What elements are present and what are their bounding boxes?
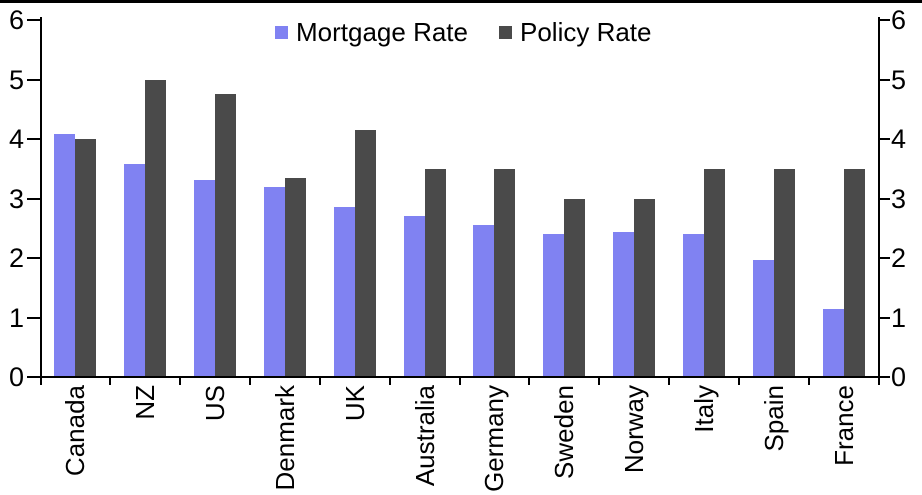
bar-mortgage-rate-canada: [54, 134, 76, 377]
x-axis-line: [39, 376, 880, 378]
bar-policy-rate-denmark: [284, 177, 306, 377]
y-axis-label-left-2: 2: [8, 243, 24, 273]
bar-policy-rate-australia: [424, 168, 446, 377]
y-axis-label-right-4: 4: [891, 124, 907, 154]
x-tick-10: [737, 378, 740, 385]
x-axis-label-italy: Italy: [688, 385, 719, 433]
x-axis-label-canada: Canada: [60, 385, 91, 477]
bar-mortgage-rate-italy: [682, 234, 704, 377]
bar-policy-rate-nz: [145, 79, 167, 377]
x-axis-label-nz: NZ: [130, 385, 161, 420]
y-axis-left-line: [39, 17, 42, 379]
y-tick-left-2: [27, 257, 40, 259]
y-axis-label-right-2: 2: [891, 243, 907, 273]
y-axis-label-left-6: 6: [8, 5, 24, 35]
y-tick-left-4: [27, 138, 40, 140]
y-axis-label-left-5: 5: [8, 64, 24, 95]
legend-swatch-mortgage-rate-icon: [275, 25, 288, 39]
x-tick-9: [668, 378, 670, 385]
y-axis-label-left-1: 1: [8, 302, 24, 333]
x-tick-12: [877, 378, 880, 385]
x-tick-11: [807, 378, 810, 385]
legend-swatch-policy-rate-icon: [498, 25, 512, 39]
x-axis-label-denmark: Denmark: [269, 385, 300, 491]
y-axis-label-right-6: 6: [891, 5, 907, 35]
bar-policy-rate-uk: [354, 130, 376, 377]
x-axis-label-spain: Spain: [758, 385, 789, 452]
x-tick-8: [598, 378, 601, 385]
y-tick-left-5: [27, 78, 40, 81]
y-tick-right-2: [878, 257, 890, 259]
bar-mortgage-rate-germany: [473, 225, 495, 377]
bar-policy-rate-us: [215, 94, 237, 377]
y-tick-left-6: [27, 19, 40, 21]
x-axis-label-germany: Germany: [479, 385, 510, 492]
x-tick-2: [179, 378, 182, 385]
x-axis-label-france: France: [828, 385, 859, 466]
x-tick-1: [109, 378, 112, 385]
y-axis-label-right-0: 0: [891, 362, 907, 392]
bar-mortgage-rate-denmark: [263, 186, 285, 377]
bar-policy-rate-canada: [75, 139, 97, 377]
bar-policy-rate-sweden: [564, 198, 586, 377]
legend-label-mortgage-rate: Mortgage Rate: [296, 17, 468, 47]
bar-mortgage-rate-spain: [752, 259, 774, 377]
y-axis-label-right-1: 1: [891, 302, 907, 333]
bar-mortgage-rate-france: [822, 308, 844, 377]
y-axis-label-left-3: 3: [8, 183, 24, 214]
y-tick-right-1: [878, 316, 890, 319]
bar-policy-rate-italy: [703, 168, 725, 377]
legend-item-mortgage-rate: Mortgage Rate: [275, 18, 468, 46]
y-tick-right-3: [878, 197, 890, 200]
x-axis-label-sweden: Sweden: [549, 385, 580, 479]
x-axis-label-uk: UK: [339, 385, 370, 422]
bar-mortgage-rate-norway: [613, 232, 635, 377]
bar-mortgage-rate-nz: [124, 163, 146, 377]
legend-item-policy-rate: Policy Rate: [498, 17, 652, 47]
y-tick-right-0: [878, 376, 890, 378]
x-axis-label-us: US: [200, 385, 231, 422]
x-tick-5: [388, 378, 391, 385]
bar-mortgage-rate-us: [194, 180, 216, 377]
x-axis-label-australia: Australia: [409, 385, 440, 487]
bar-policy-rate-norway: [634, 198, 656, 377]
bar-mortgage-rate-uk: [333, 207, 355, 377]
x-tick-0: [39, 378, 42, 385]
x-tick-4: [318, 378, 321, 385]
x-tick-6: [458, 378, 461, 385]
bar-mortgage-rate-sweden: [543, 234, 565, 377]
x-axis-label-norway: Norway: [619, 385, 650, 474]
y-tick-left-3: [27, 197, 40, 200]
bar-policy-rate-france: [843, 168, 865, 377]
y-tick-right-4: [878, 138, 890, 140]
legend-label-policy-rate: Policy Rate: [519, 17, 652, 47]
y-tick-left-1: [27, 316, 40, 319]
x-tick-3: [249, 378, 251, 385]
chart-legend: Mortgage Rate Policy Rate: [275, 18, 651, 46]
bar-mortgage-rate-australia: [403, 216, 425, 377]
y-axis-label-right-5: 5: [891, 64, 907, 95]
y-axis-label-left-4: 4: [8, 124, 24, 154]
bar-policy-rate-germany: [494, 168, 516, 377]
top-border-line: [0, 0, 922, 3]
bar-policy-rate-spain: [773, 168, 795, 377]
y-tick-right-6: [878, 19, 890, 21]
y-axis-label-left-0: 0: [8, 362, 24, 392]
y-axis-label-right-3: 3: [891, 183, 907, 214]
y-tick-right-5: [878, 78, 890, 81]
y-tick-left-0: [27, 376, 40, 378]
x-tick-7: [528, 378, 531, 385]
